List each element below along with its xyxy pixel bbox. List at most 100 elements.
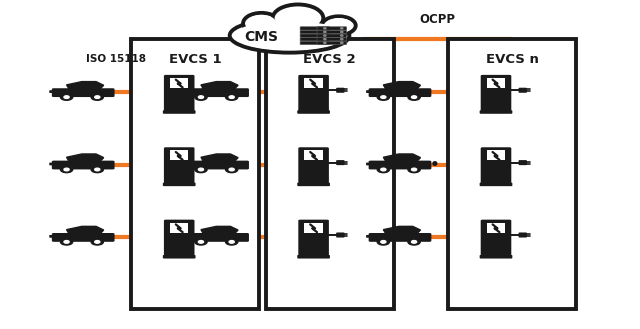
FancyBboxPatch shape [163, 183, 196, 186]
Circle shape [324, 42, 326, 43]
FancyBboxPatch shape [317, 30, 346, 34]
FancyBboxPatch shape [49, 163, 55, 165]
Circle shape [60, 166, 73, 173]
Polygon shape [383, 154, 420, 162]
FancyBboxPatch shape [170, 78, 188, 88]
FancyBboxPatch shape [479, 110, 513, 114]
FancyBboxPatch shape [164, 147, 195, 185]
Circle shape [340, 35, 343, 36]
Polygon shape [201, 226, 238, 234]
Polygon shape [201, 82, 238, 89]
Ellipse shape [246, 15, 276, 32]
Circle shape [195, 94, 207, 100]
Polygon shape [67, 226, 104, 234]
FancyBboxPatch shape [300, 27, 330, 30]
FancyBboxPatch shape [305, 150, 323, 160]
Circle shape [91, 94, 104, 100]
FancyBboxPatch shape [448, 39, 576, 309]
FancyBboxPatch shape [163, 255, 196, 259]
Circle shape [229, 96, 234, 98]
FancyBboxPatch shape [481, 220, 511, 257]
Circle shape [412, 240, 417, 243]
Ellipse shape [233, 21, 346, 50]
FancyBboxPatch shape [300, 34, 330, 37]
FancyBboxPatch shape [518, 88, 527, 93]
Circle shape [381, 240, 386, 243]
Ellipse shape [325, 18, 353, 33]
Ellipse shape [230, 18, 349, 53]
FancyBboxPatch shape [481, 75, 511, 113]
Circle shape [408, 166, 420, 173]
FancyBboxPatch shape [184, 90, 189, 93]
Circle shape [91, 166, 104, 173]
Polygon shape [201, 154, 238, 162]
FancyBboxPatch shape [164, 75, 195, 113]
FancyBboxPatch shape [305, 78, 323, 88]
FancyBboxPatch shape [298, 75, 329, 113]
Polygon shape [383, 82, 420, 89]
FancyBboxPatch shape [163, 110, 196, 114]
FancyBboxPatch shape [297, 110, 330, 114]
FancyBboxPatch shape [52, 233, 115, 242]
FancyBboxPatch shape [317, 38, 346, 41]
FancyBboxPatch shape [164, 220, 195, 257]
Circle shape [64, 168, 69, 171]
Ellipse shape [277, 7, 319, 29]
Ellipse shape [273, 5, 323, 32]
FancyBboxPatch shape [49, 90, 55, 93]
FancyBboxPatch shape [297, 183, 330, 186]
Circle shape [229, 168, 234, 171]
Circle shape [225, 166, 238, 173]
FancyBboxPatch shape [298, 220, 329, 257]
Circle shape [195, 166, 207, 173]
FancyBboxPatch shape [369, 233, 431, 242]
FancyBboxPatch shape [170, 150, 188, 160]
FancyBboxPatch shape [186, 88, 249, 97]
Text: •  •  •: • • • [385, 156, 440, 173]
Circle shape [340, 42, 343, 43]
Circle shape [381, 168, 386, 171]
FancyBboxPatch shape [366, 163, 372, 165]
FancyBboxPatch shape [202, 160, 210, 165]
Polygon shape [67, 154, 104, 162]
Circle shape [64, 240, 69, 243]
Circle shape [225, 94, 238, 100]
FancyBboxPatch shape [487, 78, 505, 88]
Circle shape [324, 28, 326, 29]
FancyBboxPatch shape [300, 41, 330, 44]
FancyBboxPatch shape [479, 183, 513, 186]
FancyBboxPatch shape [298, 147, 329, 185]
Circle shape [198, 240, 204, 243]
Circle shape [340, 31, 343, 33]
FancyBboxPatch shape [336, 88, 344, 93]
Circle shape [95, 96, 100, 98]
FancyBboxPatch shape [479, 255, 513, 259]
Circle shape [324, 38, 326, 40]
FancyBboxPatch shape [202, 88, 210, 93]
Circle shape [324, 35, 326, 36]
Polygon shape [383, 226, 420, 234]
Circle shape [91, 239, 104, 245]
Text: OCPP: OCPP [419, 13, 456, 26]
FancyBboxPatch shape [366, 90, 372, 93]
Text: CMS: CMS [244, 30, 278, 44]
Circle shape [324, 31, 326, 33]
FancyBboxPatch shape [317, 41, 346, 44]
FancyBboxPatch shape [487, 150, 505, 160]
Circle shape [195, 239, 207, 245]
Circle shape [64, 96, 69, 98]
Circle shape [408, 239, 420, 245]
Text: EVCS n: EVCS n [486, 53, 538, 66]
FancyBboxPatch shape [300, 30, 330, 34]
Circle shape [225, 239, 238, 245]
FancyBboxPatch shape [184, 235, 189, 238]
FancyBboxPatch shape [336, 233, 344, 238]
Circle shape [340, 38, 343, 40]
FancyBboxPatch shape [184, 163, 189, 165]
FancyBboxPatch shape [186, 233, 249, 242]
FancyBboxPatch shape [487, 223, 505, 233]
Circle shape [377, 166, 390, 173]
Text: ISO 15118: ISO 15118 [86, 54, 147, 64]
Circle shape [60, 239, 73, 245]
Circle shape [381, 96, 386, 98]
